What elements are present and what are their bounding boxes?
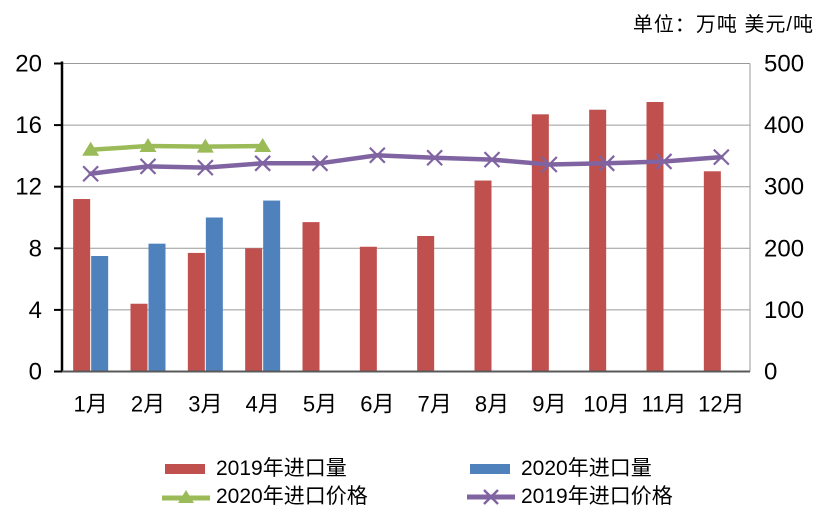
- line-2020年进口价格: [88, 143, 265, 152]
- line-2019年进口价格: [88, 153, 724, 177]
- unit-label: 单位：万吨 美元/吨: [632, 14, 814, 36]
- legend-item-2019-price: 2019年进口价格: [466, 486, 721, 507]
- triangle-marker-icon: [178, 489, 194, 503]
- bar-2019年进口量-5月: [302, 222, 320, 372]
- bar-2019年进口量-3月: [187, 252, 205, 372]
- left-axis-tick-label: 12: [15, 174, 42, 201]
- x-marker-icon: [541, 156, 558, 173]
- legend-swatch-rect: [165, 463, 205, 474]
- x-marker-icon: [311, 155, 329, 172]
- bar-2019年进口量-8月: [474, 180, 492, 372]
- x-marker-icon: [713, 148, 730, 166]
- chart-legend: 2019年进口量 2020年进口量 2020年进口价格 2019年进口价格: [161, 458, 721, 507]
- x-marker-icon: [598, 155, 615, 172]
- bar-2019年进口量-1月: [73, 199, 91, 372]
- bar-2019年进口量-2月: [130, 303, 148, 372]
- legend-swatch-rect: [470, 463, 510, 474]
- bar-2020年进口量-3月: [205, 217, 223, 372]
- x-marker-icon: [197, 159, 214, 176]
- bar-swatch-icon: [165, 463, 205, 474]
- right-axis-tick-label: 200: [764, 235, 804, 262]
- x-axis-label-1月: 1月: [74, 392, 108, 417]
- legend-item-2019-volume: 2019年进口量: [161, 458, 466, 479]
- legend-item-2020-volume: 2020年进口量: [466, 458, 721, 479]
- left-axis-tick-label: 4: [29, 297, 42, 324]
- x-line-swatch-icon: [467, 488, 515, 505]
- triangle-marker-icon: [254, 138, 272, 153]
- bar-2019年进口量-10月: [589, 109, 607, 372]
- x-axis-label-9月: 9月: [532, 392, 566, 417]
- left-axis-tick-label: 8: [29, 235, 42, 262]
- x-axis-label-5月: 5月: [303, 392, 337, 417]
- bar-2020年进口量-1月: [91, 256, 109, 372]
- x-axis-label-4月: 4月: [246, 392, 280, 417]
- triangle-line-swatch-icon: [162, 489, 210, 503]
- x-axis-label-11月: 11月: [642, 392, 687, 417]
- x-marker-icon: [369, 147, 386, 164]
- bar-2019年进口量-7月: [417, 235, 435, 372]
- bar-2019年进口量-11月: [646, 102, 664, 372]
- bar-2019年进口量-4月: [245, 248, 263, 372]
- right-axis-tick-label: 300: [764, 174, 804, 201]
- x-axis-label-8月: 8月: [475, 392, 509, 417]
- x-axis-label-3月: 3月: [188, 392, 222, 417]
- legend-label-2020-volume: 2020年进口量: [521, 457, 652, 480]
- x-axis-label-6月: 6月: [360, 392, 394, 417]
- triangle-marker-icon: [139, 138, 157, 153]
- left-axis-tick-label: 20: [15, 51, 42, 78]
- left-axis-tick-label: 16: [15, 112, 42, 139]
- right-axis-tick-label: 500: [764, 51, 804, 78]
- bar-2019年进口量-12月: [703, 171, 721, 372]
- right-axis-tick-label: 100: [764, 297, 804, 324]
- left-axis-tick-label: 0: [29, 359, 42, 386]
- triangle-marker-icon: [82, 141, 100, 156]
- x-marker-icon: [82, 165, 99, 183]
- triangle-marker-icon: [196, 138, 214, 153]
- x-marker-icon: [483, 151, 501, 168]
- bar-2019年进口量-6月: [359, 246, 377, 372]
- x-marker-icon: [254, 155, 271, 172]
- bar-2020年进口量-4月: [263, 200, 281, 372]
- bar-2019年进口量-9月: [531, 114, 549, 372]
- legend-label-2019-price: 2019年进口价格: [521, 485, 673, 508]
- bar-swatch-icon: [470, 463, 510, 474]
- x-axis-label-12月: 12月: [698, 392, 744, 417]
- x-marker-icon: [483, 488, 499, 505]
- legend-label-2020-price: 2020年进口价格: [216, 485, 368, 508]
- x-marker-icon: [139, 158, 157, 175]
- legend-label-2019-volume: 2019年进口量: [216, 457, 347, 480]
- x-marker-icon: [655, 153, 673, 170]
- bar-2020年进口量-2月: [148, 243, 166, 372]
- x-axis-label-2月: 2月: [131, 392, 165, 417]
- x-axis-label-7月: 7月: [418, 392, 452, 417]
- right-axis-tick-label: 0: [764, 359, 777, 386]
- x-axis-label-10月: 10月: [583, 392, 629, 417]
- x-marker-icon: [426, 149, 443, 167]
- right-axis-tick-label: 400: [764, 112, 804, 139]
- legend-item-2020-price: 2020年进口价格: [161, 486, 466, 507]
